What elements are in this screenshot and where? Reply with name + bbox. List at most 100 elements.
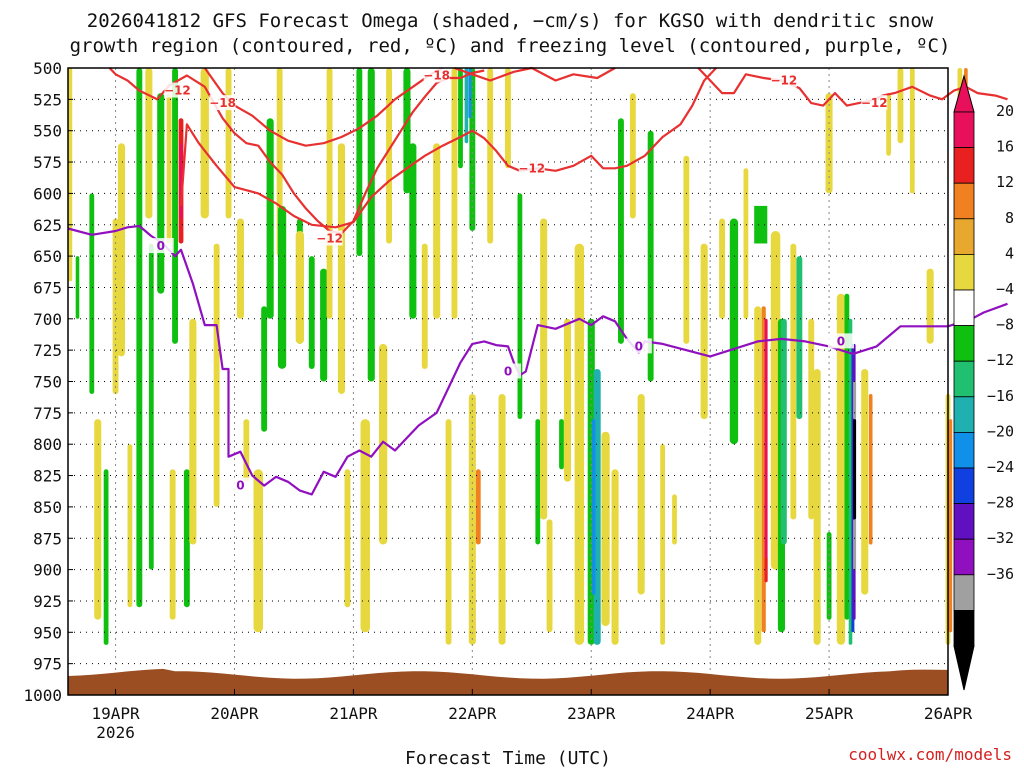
omega-cell xyxy=(308,256,315,369)
y-tick-label: 775 xyxy=(33,404,62,423)
y-axis: 500 525 550 575 600 625 650 675 700 725 750 775 800 8… xyxy=(23,59,73,705)
colorbar-tick-label: 8 xyxy=(1005,209,1014,227)
omega-cell xyxy=(183,469,190,608)
omega-cell xyxy=(683,155,690,344)
contour-label-bg xyxy=(227,477,254,493)
omega-cell xyxy=(189,318,197,545)
omega-cell xyxy=(836,293,846,645)
colorbar-swatch xyxy=(953,147,975,184)
x-tick-label: 19APR xyxy=(91,704,140,723)
colorbar-tick-label: −36 xyxy=(987,565,1014,583)
omega-cell xyxy=(764,557,768,583)
omega-cell xyxy=(75,256,80,319)
omega-cell xyxy=(909,68,915,194)
omega-cell xyxy=(127,444,133,608)
colorbar: 20 16 12 8 4 −4 −8 −12 −16 −20 −24 −28 −32 −36 xyxy=(953,74,1014,691)
colorbar-tick-label: 20 xyxy=(996,102,1014,120)
chart-title-line1: 2026041812 GFS Forecast Omega (shaded, −… xyxy=(87,10,934,32)
omega-cell xyxy=(136,68,143,608)
omega-cell xyxy=(277,205,287,369)
colorbar-swatch xyxy=(953,610,975,647)
credit-link[interactable]: coolwx.com/models xyxy=(848,745,1012,764)
omega-cell xyxy=(719,218,725,319)
omega-cell xyxy=(261,306,268,432)
omega-shading-layer xyxy=(68,68,968,645)
omega-cell xyxy=(356,68,363,257)
y-tick-label: 750 xyxy=(33,373,62,392)
colorbar-tick-label: 4 xyxy=(1005,244,1014,262)
y-tick-label: 675 xyxy=(33,278,62,297)
contour-layer: 0 0 0 0 0 −12 −12 −12 −18 −18 −12 −12 xyxy=(67,66,1008,496)
omega-cell xyxy=(344,469,351,608)
contour-label-bg xyxy=(827,333,854,349)
omega-cell xyxy=(637,394,645,595)
x-axis-title: Forecast Time (UTC) xyxy=(405,748,611,768)
omega-cell xyxy=(148,243,154,570)
contour-label: 0 xyxy=(635,339,643,353)
colorbar-swatch xyxy=(953,431,975,469)
y-tick-label: 575 xyxy=(33,153,62,172)
omega-cell xyxy=(213,243,220,507)
contour-label: 0 xyxy=(837,334,845,348)
colorbar-tick-label: −20 xyxy=(987,422,1014,440)
colorbar-tick-label: 16 xyxy=(996,138,1014,156)
omega-cell xyxy=(225,68,232,219)
colorbar-tick-label: −24 xyxy=(987,458,1014,476)
contour-label-bg xyxy=(625,338,652,354)
omega-cell xyxy=(559,419,564,470)
y-tick-label: 600 xyxy=(33,184,62,203)
y-tick-label: 500 xyxy=(33,59,62,78)
omega-cell xyxy=(103,469,109,645)
x-tick-year: 2026 xyxy=(96,723,135,742)
y-tick-label: 825 xyxy=(33,467,62,486)
colorbar-swatch xyxy=(953,218,975,255)
contour-label-bg xyxy=(316,230,343,246)
omega-cell xyxy=(535,419,541,545)
omega-cell xyxy=(611,469,619,645)
colorbar-swatch xyxy=(953,253,975,291)
omega-cell xyxy=(112,218,119,395)
contour-label: −12 xyxy=(518,161,545,175)
x-tick-label: 25APR xyxy=(805,704,854,723)
omega-cell xyxy=(754,306,762,645)
omega-cell xyxy=(700,243,708,420)
omega-cell xyxy=(868,394,873,545)
colorbar-tick-label: −12 xyxy=(987,351,1014,369)
omega-cell xyxy=(505,68,511,169)
colorbar-swatch xyxy=(953,325,975,362)
omega-cell xyxy=(145,68,153,219)
x-tick-label: 21APR xyxy=(329,704,378,723)
omega-cell xyxy=(853,419,857,520)
y-tick-label: 1000 xyxy=(23,686,62,705)
colorbar-swatch xyxy=(953,289,975,326)
colorbar-tick-label: −16 xyxy=(987,387,1014,405)
contour-label: 0 xyxy=(504,364,512,378)
omega-cell xyxy=(517,193,523,420)
omega-cell xyxy=(320,268,328,382)
omega-cell xyxy=(367,68,375,382)
contour-label: −12 xyxy=(164,84,191,98)
x-tick-label: 24APR xyxy=(686,704,735,723)
ground-layer xyxy=(68,667,948,695)
y-tick-label: 925 xyxy=(33,592,62,611)
contour-label: 0 xyxy=(236,479,244,493)
omega-cell xyxy=(618,118,624,344)
omega-cell xyxy=(94,419,102,620)
colorbar-tick-label: −32 xyxy=(987,529,1014,547)
omega-cell xyxy=(826,532,832,620)
y-tick-label: 550 xyxy=(33,122,62,141)
omega-cell xyxy=(897,68,904,144)
omega-cell xyxy=(326,68,333,319)
omega-cell xyxy=(68,68,73,282)
omega-cell xyxy=(475,469,481,545)
colorbar-top-arrow xyxy=(953,74,975,113)
y-tick-label: 975 xyxy=(33,655,62,674)
contour-label-bg xyxy=(164,82,191,98)
omega-cell xyxy=(337,143,345,394)
contour-label-bg xyxy=(209,95,236,111)
contour-label: −12 xyxy=(861,96,888,110)
x-tick-label: 22APR xyxy=(448,704,497,723)
y-tick-label: 525 xyxy=(33,90,62,109)
y-tick-label: 850 xyxy=(33,498,62,517)
colorbar-tick-label: 12 xyxy=(996,173,1014,191)
